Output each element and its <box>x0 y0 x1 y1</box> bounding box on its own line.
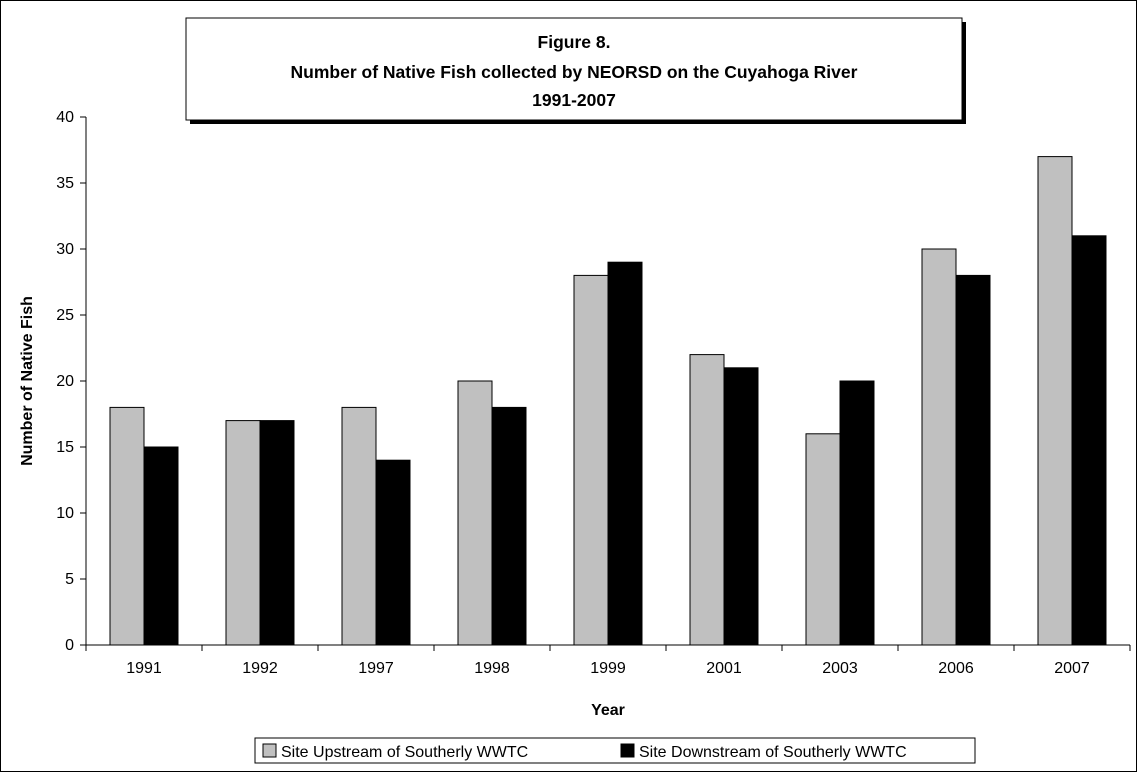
bar-1997-downstream <box>375 459 411 646</box>
bar-2006-upstream <box>921 248 957 646</box>
x-tick-label-1992: 1992 <box>242 660 278 677</box>
y-tick-label-20: 20 <box>56 373 74 390</box>
legend-frame <box>254 737 976 764</box>
x-tick-label-1998: 1998 <box>474 660 510 677</box>
y-axis-title: Number of Native Fish <box>19 296 36 466</box>
x-tick-label-2001: 2001 <box>706 660 742 677</box>
chart-title-line-2: Number of Native Fish collected by NEORS… <box>291 62 858 82</box>
bar-1997-upstream <box>341 406 377 646</box>
y-tick-label-40: 40 <box>56 109 74 126</box>
bar-1999-downstream <box>607 261 643 646</box>
bars-layer <box>109 156 1107 646</box>
bar-2003-upstream <box>805 433 841 646</box>
bar-1992-downstream <box>259 420 295 646</box>
x-tick-label-1999: 1999 <box>590 660 626 677</box>
title-box: Figure 8. Number of Native Fish collecte… <box>185 17 966 124</box>
y-tick-label-30: 30 <box>56 241 74 258</box>
title-box-frame <box>185 17 963 121</box>
legend-label-downstream: Site Downstream of Southerly WWTC <box>639 744 907 761</box>
y-tick-labels: 0 5 10 15 20 25 30 35 40 <box>56 109 74 654</box>
bar-1991-downstream <box>143 446 179 646</box>
bar-1998-downstream <box>491 406 527 646</box>
x-tick-label-1991: 1991 <box>126 660 162 677</box>
x-tick-label-1997: 1997 <box>358 660 394 677</box>
x-tick-label-2003: 2003 <box>822 660 858 677</box>
bar-2001-downstream <box>723 367 759 646</box>
axes-layer <box>80 116 1131 651</box>
bar-2007-upstream <box>1037 156 1073 646</box>
legend: Site Upstream of Southerly WWTC Site Dow… <box>254 737 976 764</box>
bar-1991-upstream <box>109 406 145 646</box>
y-tick-label-35: 35 <box>56 175 74 192</box>
x-tick-label-2007: 2007 <box>1054 660 1090 677</box>
legend-swatch-downstream <box>620 743 635 758</box>
legend-label-upstream: Site Upstream of Southerly WWTC <box>281 744 528 761</box>
chart-title-line-1: Figure 8. <box>538 32 611 52</box>
x-tick-labels: 1991 1992 1997 1998 1999 2001 2003 2006 2007 <box>126 660 1090 677</box>
bar-1992-upstream <box>225 420 261 646</box>
chart-title-line-3: 1991-2007 <box>532 90 616 110</box>
bar-1999-upstream <box>573 274 609 646</box>
bar-1998-upstream <box>457 380 493 646</box>
x-tick-label-2006: 2006 <box>938 660 974 677</box>
y-tick-label-15: 15 <box>56 439 74 456</box>
bar-2003-downstream <box>839 380 875 646</box>
bar-2001-upstream <box>689 354 725 646</box>
y-tick-label-5: 5 <box>65 571 74 588</box>
y-tick-label-0: 0 <box>65 637 74 654</box>
x-axis-title: Year <box>591 702 625 719</box>
y-tick-label-10: 10 <box>56 505 74 522</box>
legend-swatch-upstream <box>262 743 277 758</box>
bar-2007-downstream <box>1071 235 1107 646</box>
y-tick-label-25: 25 <box>56 307 74 324</box>
bar-2006-downstream <box>955 274 991 646</box>
